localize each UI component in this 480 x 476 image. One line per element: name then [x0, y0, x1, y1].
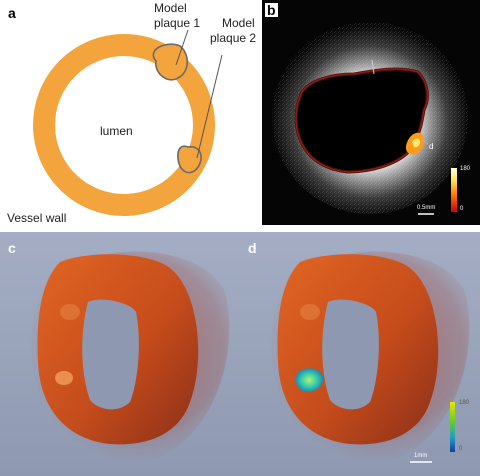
plaque-spot: [55, 371, 73, 385]
colorbar-min-label: 0: [460, 206, 464, 212]
plaque-1-pointer: [175, 29, 189, 66]
vessel-lumen-3d: [82, 299, 139, 410]
label-model-plaque-1-line1: Model: [154, 1, 187, 15]
colorbar: [450, 402, 455, 452]
point-marker-line: [421, 139, 429, 145]
plaque-overlay-inner: [412, 138, 420, 148]
plaque-highlight: [295, 368, 324, 392]
oct-point-label: d: [429, 142, 434, 151]
panel-b: b d 180 0 0.5mm: [262, 0, 480, 225]
panel-letter-b: b: [265, 2, 278, 18]
colorbar-max-label: 180: [460, 166, 471, 172]
vessel-lumen-3d: [322, 299, 379, 410]
label-vessel-wall: Vessel wall: [7, 211, 67, 225]
panel-letter-a: a: [8, 5, 16, 21]
vessel-3d-render: [31, 251, 230, 461]
label-model-plaque-2-line2: plaque 2: [210, 31, 257, 45]
panel-d: d 180 0 1mm: [240, 232, 480, 476]
panel-a: a Model plaque 1 Model plaque 2 lumen Ve…: [0, 0, 262, 232]
colorbar: [451, 168, 457, 212]
lumen-border-glow: [295, 68, 428, 173]
panel-letter-c: c: [8, 240, 16, 256]
wall-spot: [300, 304, 320, 320]
colorbar-max-label: 180: [459, 400, 470, 406]
oct-cross-section: [272, 22, 468, 215]
catheter-marker: [371, 59, 375, 75]
vessel-3d-render-overlay: [271, 251, 470, 463]
panel-letter-d: d: [248, 240, 257, 256]
plaque-2-pointer: [196, 54, 223, 159]
label-model-plaque-1-line2: plaque 1: [154, 16, 201, 30]
panel-c: c: [0, 232, 240, 476]
model-plaque-1: [152, 43, 189, 81]
vessel-wall-ring: [33, 34, 215, 216]
label-model-plaque-2-line1: Model: [222, 16, 255, 30]
vessel-diagram: [33, 29, 223, 216]
colorbar-min-label: 0: [459, 446, 463, 452]
label-lumen: lumen: [100, 124, 133, 138]
wall-spot: [60, 304, 80, 320]
model-plaque-2: [177, 145, 202, 174]
scalebar-label: 0.5mm: [417, 205, 436, 211]
scalebar-label: 1mm: [414, 453, 428, 459]
